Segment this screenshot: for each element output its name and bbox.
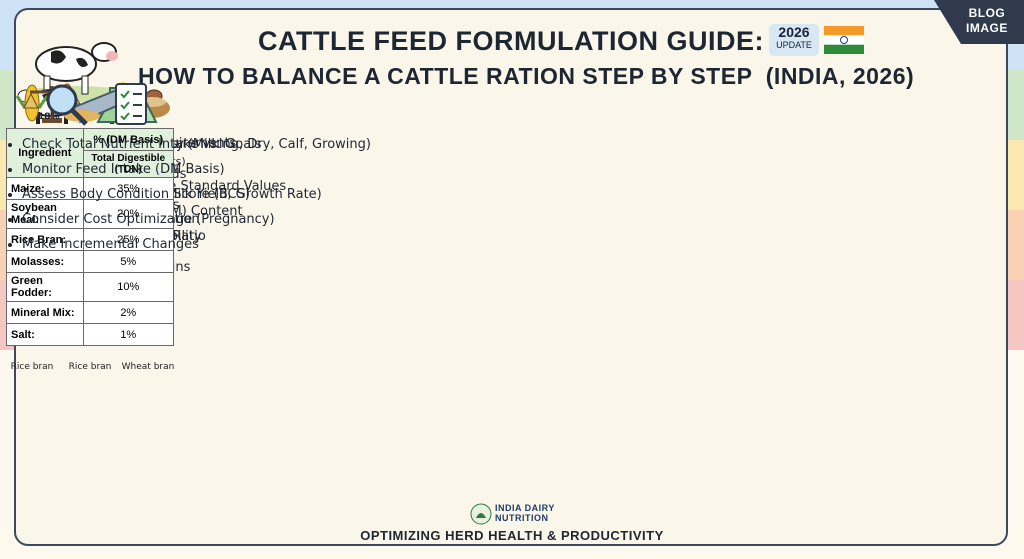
table-cell: 25%	[82, 228, 175, 251]
corner-label-line: IMAGE	[966, 21, 1008, 35]
table-row: Maize: 35%	[6, 177, 175, 200]
table-header: Total Digestible (TDN)	[82, 150, 175, 178]
bullet: Consider Cost Optimization	[22, 211, 1020, 228]
table-cell: Soybean Meal:	[6, 199, 84, 229]
brand-logo	[470, 503, 492, 525]
bullet: Assess Body Condition Score (BCS)	[22, 186, 1020, 203]
icon-label: 18%	[38, 112, 60, 122]
table-cell: Mineral Mix:	[6, 301, 84, 324]
table-row: Green Fodder: 10%	[6, 272, 175, 302]
india-flag	[824, 26, 864, 54]
feed-table: Ingredient% (DM Basis) Total Digestible (…	[6, 128, 175, 346]
tagline: OPTIMIZING HERD HEALTH & PRODUCTIVITY	[360, 528, 664, 543]
brand-name: INDIA DAIRY NUTRITION	[495, 503, 555, 523]
table-header-row: Total Digestible (TDN)	[7, 150, 175, 178]
title: CATTLE FEED FORMULATION GUIDE:	[258, 26, 764, 56]
table-cell: 10%	[82, 272, 175, 302]
year-badge: 2026 UPDATE	[769, 24, 819, 56]
badge-label: UPDATE	[776, 40, 812, 50]
step-icon	[46, 83, 147, 126]
table-cell: Maize:	[6, 177, 84, 200]
subtitle: HOW TO BALANCE A CATTLE RATION STEP BY S…	[138, 63, 915, 89]
table-header: Ingredient	[6, 128, 84, 178]
badge-year: 2026	[778, 24, 810, 40]
bullet: Check Total Nutrient Intake vs. Goals	[22, 136, 1020, 153]
feed-label: Rice bran	[10, 362, 54, 372]
table-cell: 2%	[82, 301, 175, 324]
table-row: Mineral Mix: 2%	[6, 301, 175, 324]
frame	[14, 8, 1008, 546]
table-row: Salt: 1%	[6, 323, 175, 346]
bullet: Monitor Feed Intake (DM Basis)	[22, 161, 1020, 178]
corner-label-line: BLOG	[968, 6, 1006, 20]
bullet: Make Incremental Changes	[22, 236, 1020, 253]
table-row: Rice Bran: 25%	[6, 228, 175, 251]
corner-label: BLOG IMAGE	[966, 6, 1008, 36]
table-cell: Molasses:	[6, 250, 84, 273]
feed-label: Wheat bran	[121, 362, 175, 372]
table-cell: 1%	[82, 323, 175, 346]
table-cell: Green Fodder:	[6, 272, 84, 302]
table-cell: Salt:	[6, 323, 84, 346]
feed-label: Rice bran	[68, 362, 112, 372]
bullet-list: Check Total Nutrient Intake vs. Goals Mon…	[6, 136, 1020, 261]
